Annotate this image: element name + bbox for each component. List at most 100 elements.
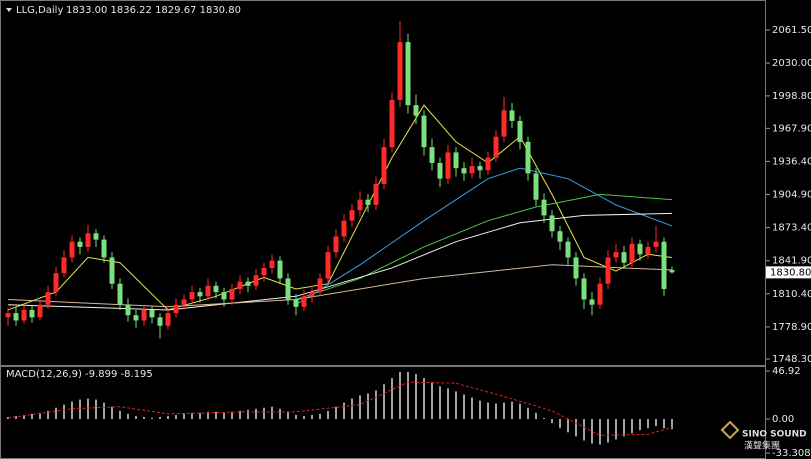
macd-title: MACD(12,26,9) -9.899 -8.195 xyxy=(6,369,153,380)
candle-body xyxy=(477,166,483,171)
candle-body xyxy=(149,309,155,318)
candle-body xyxy=(541,199,547,216)
y-tick-label: 1778.90 xyxy=(772,322,811,333)
candle-body xyxy=(629,243,635,263)
moving-average xyxy=(7,264,673,308)
candle-body xyxy=(613,252,619,258)
candle-body xyxy=(509,110,515,121)
candle-body xyxy=(333,236,339,253)
candle-body xyxy=(181,299,187,305)
candle-body xyxy=(397,42,403,100)
candle-body xyxy=(189,292,195,300)
candle-body xyxy=(5,313,11,318)
y-tick-label: 1841.90 xyxy=(772,256,811,267)
candle-body xyxy=(309,292,315,297)
candle-body xyxy=(141,309,147,321)
price-frame xyxy=(0,0,766,366)
candle-body xyxy=(261,267,267,276)
candle-body xyxy=(581,278,587,300)
y-tick-label: 1904.90 xyxy=(772,190,811,201)
moving-average xyxy=(295,167,673,306)
candle-body xyxy=(605,257,611,284)
candle-body xyxy=(77,241,83,247)
ohlc: 1833.00 1836.22 1829.67 1830.80 xyxy=(66,5,241,16)
y-tick-label: 1810.40 xyxy=(772,289,811,300)
candle-body xyxy=(669,270,675,273)
menu-arrow[interactable] xyxy=(6,8,12,12)
candle-body xyxy=(85,233,91,247)
last-price-label: 1830.80 xyxy=(770,267,811,278)
candle-body xyxy=(349,210,355,221)
candle-body xyxy=(573,257,579,279)
y-tick-label: 2061.50 xyxy=(772,25,811,36)
candle-body xyxy=(373,183,379,205)
candle-body xyxy=(653,241,659,247)
candle-body xyxy=(237,281,243,289)
candle-body xyxy=(565,241,571,258)
candle-body xyxy=(245,281,251,286)
candle-body xyxy=(69,241,75,258)
candle-body xyxy=(501,110,507,137)
candle-body xyxy=(253,275,259,286)
candle-body xyxy=(45,292,51,305)
moving-average xyxy=(295,193,673,300)
candle-body xyxy=(525,141,531,174)
candle-body xyxy=(29,309,35,318)
candle-body xyxy=(589,299,595,305)
candle-body xyxy=(493,136,499,158)
candle-body xyxy=(421,115,427,148)
logo-en: SINO SOUND xyxy=(742,430,807,440)
candle-body xyxy=(21,309,27,321)
candle-body xyxy=(101,239,107,258)
y-tick-label: -33.308 xyxy=(772,448,811,459)
candle-body xyxy=(469,166,475,174)
candle-body xyxy=(173,304,179,314)
candle-body xyxy=(621,252,627,263)
candle-body xyxy=(277,260,283,279)
candle-body xyxy=(381,147,387,184)
candle-body xyxy=(429,147,435,163)
candle-body xyxy=(229,288,235,300)
candle-body xyxy=(485,157,491,171)
last-price-box xyxy=(766,266,811,279)
candle-body xyxy=(389,99,395,148)
candle-body xyxy=(461,168,467,174)
candle-body xyxy=(549,215,555,232)
macd-signal xyxy=(7,381,673,436)
candle-body xyxy=(325,252,331,279)
candle-body xyxy=(221,292,227,300)
candle-body xyxy=(61,257,67,274)
y-tick-label: 1998.80 xyxy=(772,91,811,102)
candle-body xyxy=(637,243,643,255)
candle-body xyxy=(93,233,99,240)
y-tick-label: 1873.40 xyxy=(772,223,811,234)
candle-body xyxy=(37,304,43,318)
y-tick-label: 46.92 xyxy=(772,366,801,377)
candle-body xyxy=(109,257,115,284)
candle-body xyxy=(365,199,371,205)
logo-mark xyxy=(720,420,740,440)
moving-average xyxy=(7,212,673,311)
candle-body xyxy=(269,260,275,268)
y-tick-label: 1967.90 xyxy=(772,123,811,134)
candle-body xyxy=(301,296,307,307)
candle-body xyxy=(213,285,219,293)
candle-body xyxy=(645,246,651,255)
candle-body xyxy=(13,313,19,321)
candle-body xyxy=(597,283,603,305)
candle-body xyxy=(157,317,163,326)
y-tick-label: 0.00 xyxy=(772,414,794,425)
candle-body xyxy=(125,304,131,316)
logo: SINO SOUND 漢聲集團 xyxy=(720,420,807,452)
candle-body xyxy=(205,285,211,297)
candle-body xyxy=(357,199,363,211)
candle-body xyxy=(341,220,347,237)
candle-body xyxy=(453,152,459,169)
y-tick-label: 1748.30 xyxy=(772,354,811,365)
candle-body xyxy=(405,42,411,106)
candle-body xyxy=(293,299,299,307)
candle-body xyxy=(517,120,523,142)
candle-body xyxy=(117,283,123,305)
candle-body xyxy=(661,241,667,289)
